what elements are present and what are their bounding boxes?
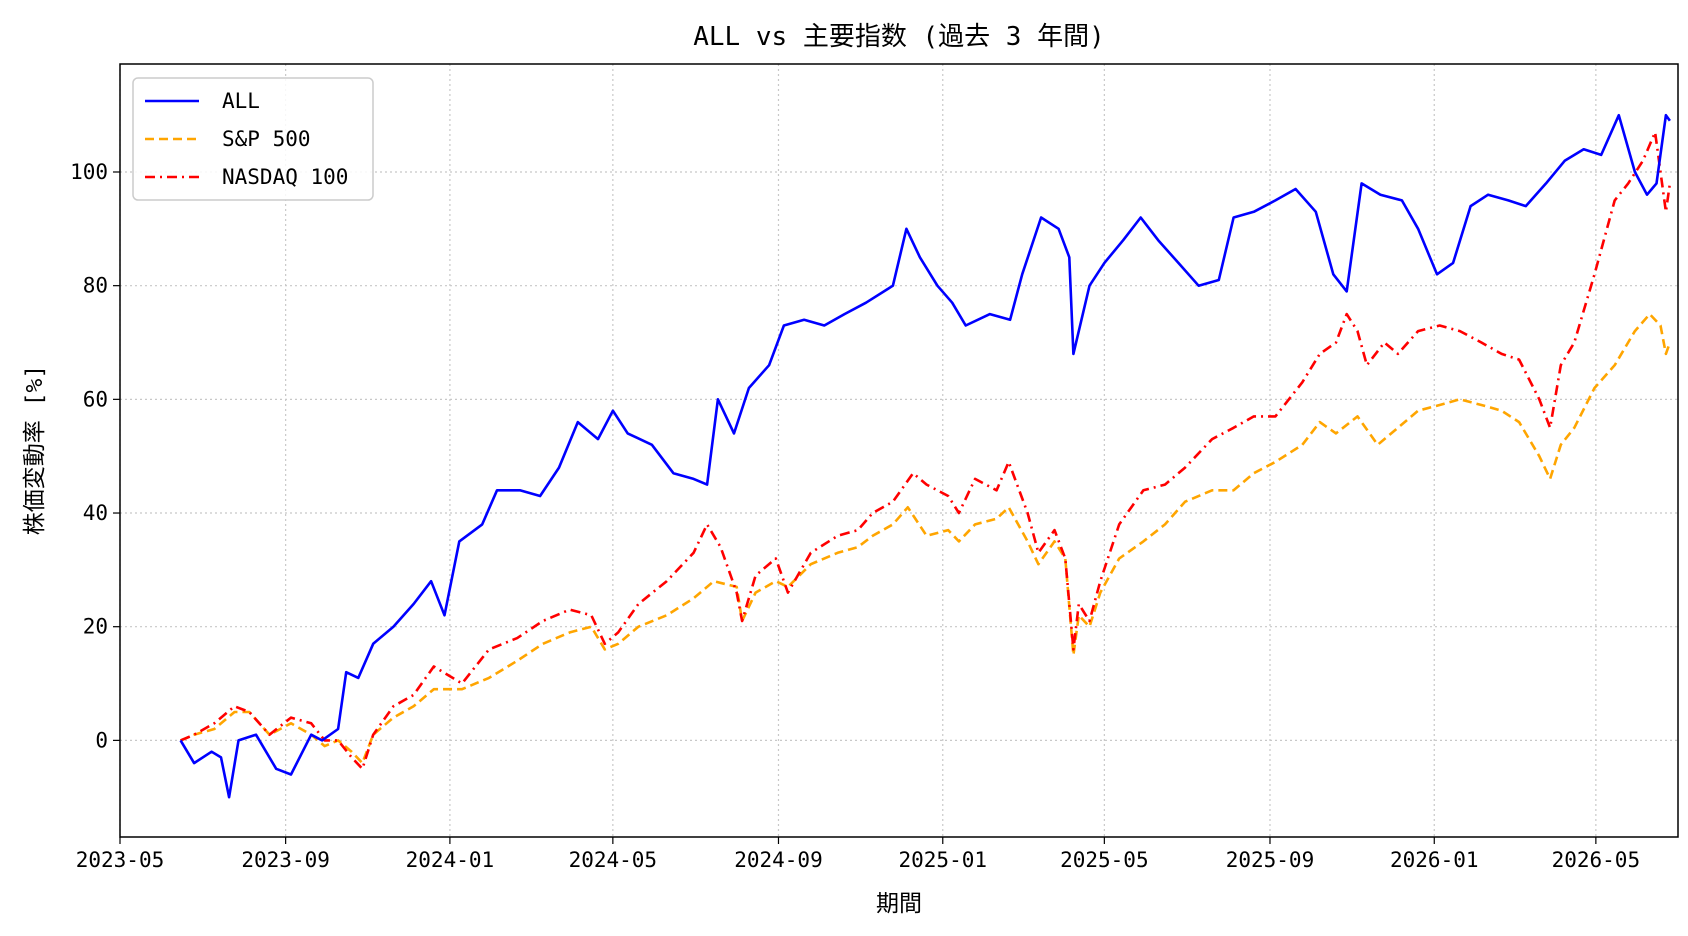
x-tick-label: 2026-05 [1552, 848, 1641, 872]
chart-title: ALL vs 主要指数 (過去 3 年間) [693, 22, 1105, 52]
series-layer [179, 113, 1672, 799]
y-tick-label: 20 [83, 615, 108, 639]
x-tick-label: 2024-01 [406, 848, 495, 872]
plot-frame [119, 63, 1679, 838]
x-tick-label: 2024-09 [734, 848, 823, 872]
x-tick-label: 2025-01 [899, 848, 988, 872]
series-line-0 [179, 113, 1671, 799]
legend-label-1: S&P 500 [222, 127, 311, 151]
y-tick-label: 80 [83, 274, 108, 298]
y-axis: 0 20 40 60 80 100 [70, 160, 120, 752]
y-tick-label: 60 [83, 387, 108, 411]
x-tick-label: 2026-01 [1390, 848, 1479, 872]
x-axis-label: 期間 [876, 891, 922, 917]
legend-label-0: ALL [222, 89, 260, 113]
x-tick-label: 2023-09 [241, 848, 330, 872]
y-tick-label: 0 [95, 728, 108, 752]
y-axis-label: 株価変動率 [%] [22, 365, 48, 535]
legend: ALL S&P 500 NASDAQ 100 [132, 77, 374, 201]
x-tick-label: 2023-05 [76, 848, 165, 872]
y-tick-label: 40 [83, 501, 108, 525]
x-axis: 2023-05 2023-09 2024-01 2024-05 2024-09 2025-… [76, 837, 1640, 872]
x-tick-label: 2025-05 [1060, 848, 1149, 872]
legend-label-2: NASDAQ 100 [222, 165, 348, 189]
series-line-1 [180, 312, 1672, 765]
legend-box [132, 77, 374, 201]
x-tick-label: 2024-05 [569, 848, 658, 872]
y-tick-label: 100 [70, 160, 108, 184]
x-tick-label: 2025-09 [1226, 848, 1315, 872]
